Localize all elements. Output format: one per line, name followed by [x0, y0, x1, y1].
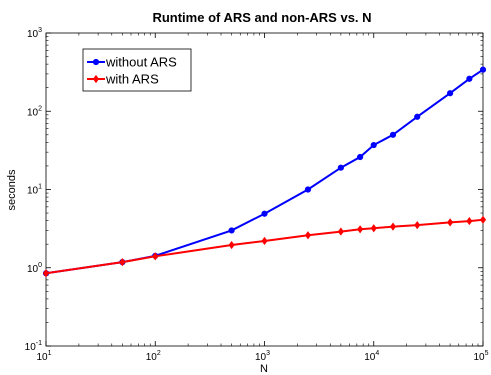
x-tick-label: 101	[36, 350, 51, 363]
y-axis-label: seconds	[6, 169, 18, 210]
data-point	[119, 258, 126, 267]
data-point	[466, 216, 473, 226]
legend-marker	[92, 58, 100, 66]
x-axis-label: N	[260, 363, 268, 375]
legend-box	[82, 48, 192, 92]
data-point	[337, 164, 344, 171]
major-ticks	[45, 32, 484, 347]
legend: without ARS with ARS	[82, 48, 192, 92]
series-with-ars	[42, 215, 487, 278]
plot-area	[42, 32, 487, 347]
legend-entry: with ARS	[87, 72, 159, 87]
x-tick-label: 104	[364, 350, 379, 363]
data-point	[414, 221, 421, 230]
legend-label: with ARS	[105, 72, 159, 87]
data-point	[228, 227, 235, 234]
x-tick-label: 102	[146, 350, 161, 363]
data-point	[389, 131, 397, 138]
legend-entry: without ARS	[87, 55, 177, 70]
y-tick-label: 10-1	[25, 340, 42, 353]
y-tick-label: 100	[27, 262, 42, 275]
series-line	[45, 68, 484, 275]
data-point	[304, 186, 312, 193]
minor-ticks	[46, 33, 483, 346]
data-point	[389, 222, 397, 231]
legend-marker	[92, 74, 100, 84]
series-without-ars	[42, 66, 487, 277]
legend-label: without ARS	[105, 55, 177, 70]
series-line	[45, 218, 484, 275]
data-point	[261, 210, 268, 217]
x-tick-label: 105	[473, 350, 488, 363]
series-layer	[42, 66, 487, 278]
data-point	[447, 90, 454, 97]
data-point	[42, 269, 50, 278]
data-point	[304, 231, 312, 240]
x-tick-label: 103	[255, 350, 270, 363]
data-point	[370, 141, 377, 149]
data-point	[261, 236, 268, 246]
data-point	[357, 225, 364, 234]
data-point	[479, 215, 487, 224]
tick-labels: 101 102 103 104 105 10-1 100 101 102 103	[25, 27, 489, 363]
data-point	[228, 240, 235, 250]
y-tick-label: 103	[27, 27, 42, 40]
y-tick-label: 101	[27, 184, 42, 197]
chart-title: Runtime of ARS and non-ARS vs. N	[152, 10, 371, 25]
data-point	[479, 66, 487, 73]
data-point	[337, 227, 344, 236]
data-point	[152, 252, 159, 261]
data-point	[466, 75, 473, 82]
data-point	[414, 113, 421, 120]
data-point	[370, 224, 377, 233]
data-point	[447, 218, 454, 227]
y-tick-label: 102	[27, 105, 42, 118]
data-point	[357, 153, 364, 161]
